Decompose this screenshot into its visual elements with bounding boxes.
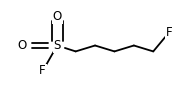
Text: O: O	[53, 10, 62, 23]
Text: O: O	[18, 39, 27, 52]
Text: F: F	[165, 26, 172, 39]
Text: F: F	[39, 65, 46, 77]
Text: S: S	[54, 39, 61, 52]
